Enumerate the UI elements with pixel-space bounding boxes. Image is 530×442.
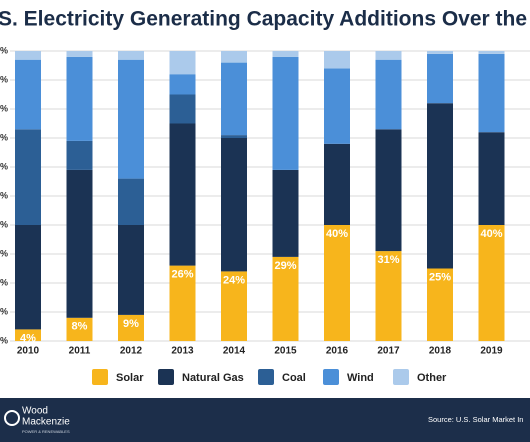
value-label: 40% [480,228,502,240]
footer [0,398,530,442]
bar-segment [427,103,453,269]
y-tick-label: % [0,190,8,200]
brand: Wood [22,406,48,417]
bar-segment [15,59,41,130]
bar-segment [272,169,299,257]
value-label: 9% [123,318,139,330]
x-tick-label: 2018 [429,346,452,357]
value-label: 29% [274,260,296,272]
x-tick-label: 2010 [17,346,40,357]
bar-segment [15,129,41,225]
y-tick-label: % [0,132,8,142]
bar-segment [221,138,247,272]
x-tick-label: 2012 [120,346,143,357]
value-label: 26% [171,269,193,281]
bar-segment [478,225,505,341]
value-label: 8% [72,321,88,333]
x-tick-label: 2013 [171,346,194,357]
legend-label: Coal [282,372,306,384]
y-tick-label: % [0,103,8,113]
legend-label: Natural Gas [182,372,244,384]
value-label: 31% [377,254,399,266]
bar-segment [169,123,196,266]
bar-segment [375,59,402,130]
value-label: 25% [429,271,451,283]
bar-segment [66,140,93,170]
bar-segment [427,268,453,341]
chart-title: S. Electricity Generating Capacity Addit… [0,8,530,31]
bar-segment [169,265,196,341]
y-tick-label: % [0,45,8,55]
legend-swatch [92,369,108,385]
bar-segment [118,51,144,60]
bar-segment [15,225,41,330]
y-tick-label: % [0,219,8,229]
legend-swatch [393,369,409,385]
bar-segment [324,68,350,144]
brand-tagline: POWER & RENEWABLES [22,429,70,434]
logo-mark [4,410,20,426]
bar-segment [324,51,350,69]
y-tick-label: % [0,74,8,84]
legend-label: Solar [116,372,144,384]
bar-segment [169,94,196,124]
bar-segment [272,51,299,57]
x-tick-label: 2017 [377,346,400,357]
y-tick-label: % [0,161,8,171]
bar-segment [118,225,144,315]
x-tick-label: 2019 [480,346,503,357]
y-tick-label: % [0,335,8,345]
value-label: 4% [20,332,36,344]
bar-segment [221,135,247,138]
bar-segment [427,51,453,54]
bar-segment [221,51,247,63]
brand: Mackenzie [22,417,70,428]
bar-segment [66,317,93,341]
legend-swatch [323,369,339,385]
y-tick-label: % [0,277,8,287]
bar-segment [478,132,505,225]
bar-segment [15,329,41,341]
bar-segment [324,143,350,225]
bar-segment [118,178,144,225]
bar-segment [375,129,402,252]
x-tick-label: 2016 [326,346,349,357]
bar-segment [427,53,453,104]
bar-segment [478,51,505,54]
bar-segment [66,56,93,141]
bar-segment [221,271,247,341]
legend-label: Wind [347,372,374,384]
bar-segment [15,51,41,60]
legend-swatch [158,369,174,385]
x-tick-label: 2011 [69,346,91,357]
x-tick-label: 2015 [274,346,297,357]
bar-segment [118,59,144,179]
value-label: 24% [223,274,245,286]
y-tick-label: % [0,306,8,316]
bar-segment [375,51,402,60]
bar-segment [375,251,402,341]
bar-segment [66,169,93,318]
bar-segment [169,74,196,95]
legend-swatch [258,369,274,385]
bar-segment [478,53,505,133]
source: Source: U.S. Solar Market In [428,415,523,424]
legend-label: Other [417,372,447,384]
x-tick-label: 2014 [223,346,246,357]
bar-segment [66,51,93,57]
bar-segment [272,56,299,170]
bar-segment [324,225,350,341]
y-tick-label: % [0,248,8,258]
bar-segment [118,314,144,341]
bar-segment [221,62,247,136]
bar-segment [169,51,196,75]
bar-segment [272,256,299,341]
value-label: 40% [326,228,348,240]
